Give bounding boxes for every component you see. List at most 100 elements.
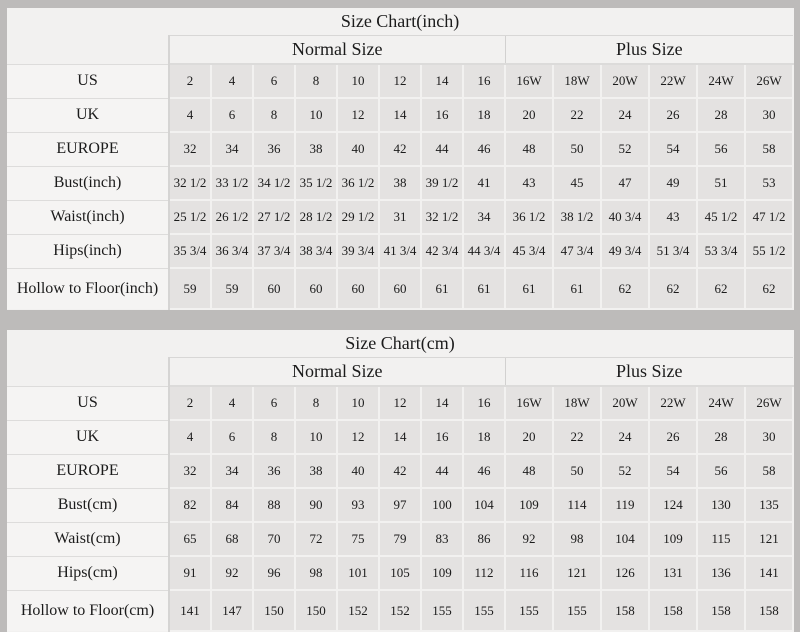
size-cell-normal: 60: [294, 267, 338, 310]
size-cell-plus: 155: [552, 589, 602, 632]
column-group-row: Normal Size Plus Size: [7, 357, 794, 387]
size-cell-plus: 49: [648, 165, 698, 201]
size-cell-normal: 59: [168, 267, 212, 310]
size-cell-plus: 45: [552, 165, 602, 201]
size-cell-normal: 6: [210, 419, 254, 455]
size-cell-normal: 65: [168, 521, 212, 557]
group-header-normal-size: Normal Size: [169, 357, 505, 387]
size-cell-plus: 56: [696, 453, 746, 489]
size-cell-plus: 155: [504, 589, 554, 632]
size-cell-normal: 97: [378, 487, 422, 523]
size-cell-normal: 90: [294, 487, 338, 523]
size-cell-plus: 116: [504, 555, 554, 591]
row-label: Waist(cm): [7, 521, 170, 556]
size-cell-plus: 20W: [600, 385, 650, 421]
table-row: Hips(cm) 91 92 96 98 101 105 109 112 116 121 126 131…: [7, 555, 795, 591]
size-cell-plus: 158: [696, 589, 746, 632]
size-cell-normal: 100: [420, 487, 464, 523]
size-cell-plus: 24: [600, 419, 650, 455]
size-cell-plus: 115: [696, 521, 746, 557]
row-label: EUROPE: [7, 131, 170, 166]
size-cell-normal: 152: [378, 589, 422, 632]
table-row: US 2 4 6 8 10 12 14 16 16W 18W 20W 22W 24W 26W: [7, 385, 795, 421]
table-title-row: Size Chart(inch): [7, 8, 794, 36]
size-cell-plus: 43: [648, 199, 698, 235]
size-cell-normal: 88: [252, 487, 296, 523]
size-cell-plus: 54: [648, 453, 698, 489]
size-cell-normal: 12: [378, 63, 422, 99]
size-cell-plus: 92: [504, 521, 554, 557]
label-column-spacer: [7, 357, 170, 386]
size-cell-plus: 36 1/2: [504, 199, 554, 235]
size-cell-plus: 47 3/4: [552, 233, 602, 269]
size-cell-plus: 131: [648, 555, 698, 591]
size-cell-normal: 36: [252, 131, 296, 167]
size-cell-plus: 124: [648, 487, 698, 523]
size-cell-normal: 101: [336, 555, 380, 591]
size-cell-normal: 34: [210, 131, 254, 167]
size-cell-normal: 32 1/2: [168, 165, 212, 201]
row-label: Hips(cm): [7, 555, 170, 590]
size-cell-plus: 135: [743, 487, 795, 523]
size-cell-plus: 58: [743, 131, 795, 167]
size-cell-normal: 10: [294, 97, 338, 133]
row-label: US: [7, 385, 170, 420]
size-cell-plus: 22W: [648, 385, 698, 421]
row-label: Hollow to Floor(cm): [7, 589, 170, 631]
size-cell-normal: 12: [336, 97, 380, 133]
size-cell-normal: 60: [378, 267, 422, 310]
size-cell-normal: 35 1/2: [294, 165, 338, 201]
size-cell-plus: 28: [696, 97, 746, 133]
size-cell-plus: 51 3/4: [648, 233, 698, 269]
table-divider-gap: [7, 310, 793, 330]
table-row: Bust(inch) 32 1/2 33 1/2 34 1/2 35 1/2 36 1/2…: [7, 165, 795, 201]
size-cell-plus: 30: [743, 419, 795, 455]
size-cell-normal: 41 3/4: [378, 233, 422, 269]
size-cell-plus: 47: [600, 165, 650, 201]
size-cell-normal: 39 3/4: [336, 233, 380, 269]
size-cell-normal: 44: [420, 453, 464, 489]
size-cell-plus: 43: [504, 165, 554, 201]
table-row: Waist(cm) 65 68 70 72 75 79 83 86 92 98 104 109 115 12…: [7, 521, 795, 557]
size-cell-normal: 155: [420, 589, 464, 632]
size-cell-normal: 44: [420, 131, 464, 167]
size-cell-normal: 96: [252, 555, 296, 591]
row-label: US: [7, 63, 170, 98]
size-cell-plus: 26: [648, 419, 698, 455]
size-cell-plus: 30: [743, 97, 795, 133]
size-cell-plus: 50: [552, 131, 602, 167]
size-cell-plus: 24: [600, 97, 650, 133]
row-label: EUROPE: [7, 453, 170, 488]
size-cell-normal: 38: [294, 453, 338, 489]
size-cell-normal: 79: [378, 521, 422, 557]
size-cell-normal: 25 1/2: [168, 199, 212, 235]
size-cell-normal: 2: [168, 63, 212, 99]
size-cell-normal: 86: [462, 521, 506, 557]
size-cell-normal: 105: [378, 555, 422, 591]
size-cell-plus: 158: [743, 589, 795, 632]
size-cell-normal: 37 3/4: [252, 233, 296, 269]
size-cell-normal: 6: [210, 97, 254, 133]
size-cell-plus: 38 1/2: [552, 199, 602, 235]
size-cell-normal: 16: [420, 97, 464, 133]
size-cell-normal: 33 1/2: [210, 165, 254, 201]
size-cell-plus: 53: [743, 165, 795, 201]
size-cell-plus: 158: [600, 589, 650, 632]
size-cell-plus: 141: [743, 555, 795, 591]
size-cell-plus: 48: [504, 453, 554, 489]
size-cell-normal: 70: [252, 521, 296, 557]
size-cell-normal: 46: [462, 131, 506, 167]
size-cell-plus: 24W: [696, 385, 746, 421]
size-cell-normal: 14: [378, 419, 422, 455]
size-cell-plus: 18W: [552, 63, 602, 99]
size-cell-plus: 126: [600, 555, 650, 591]
size-cell-plus: 26: [648, 97, 698, 133]
size-cell-normal: 4: [168, 419, 212, 455]
size-cell-plus: 20W: [600, 63, 650, 99]
size-cell-normal: 34: [210, 453, 254, 489]
size-cell-plus: 109: [504, 487, 554, 523]
size-cell-normal: 36 1/2: [336, 165, 380, 201]
row-label: Hollow to Floor(inch): [7, 267, 170, 309]
size-cell-plus: 18W: [552, 385, 602, 421]
